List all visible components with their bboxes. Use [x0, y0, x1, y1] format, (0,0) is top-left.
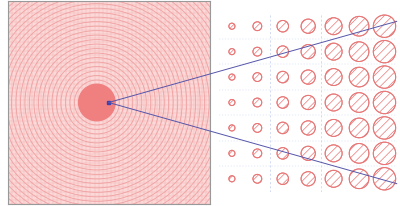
- Circle shape: [325, 120, 342, 137]
- Circle shape: [349, 17, 369, 37]
- Circle shape: [325, 171, 342, 187]
- Circle shape: [277, 173, 288, 185]
- Circle shape: [301, 96, 315, 110]
- Circle shape: [253, 48, 262, 57]
- Circle shape: [78, 85, 115, 121]
- Circle shape: [253, 23, 262, 32]
- Circle shape: [349, 144, 369, 163]
- Circle shape: [301, 121, 315, 135]
- Circle shape: [229, 151, 235, 157]
- Circle shape: [325, 19, 342, 35]
- Circle shape: [277, 47, 288, 58]
- Circle shape: [277, 72, 288, 83]
- Circle shape: [349, 93, 369, 113]
- Circle shape: [229, 49, 235, 55]
- Circle shape: [229, 100, 235, 106]
- Circle shape: [325, 44, 342, 61]
- Circle shape: [373, 168, 396, 190]
- Circle shape: [349, 68, 369, 88]
- Circle shape: [253, 73, 262, 82]
- Circle shape: [325, 145, 342, 162]
- Circle shape: [373, 117, 396, 139]
- Circle shape: [373, 41, 396, 63]
- Circle shape: [277, 97, 288, 109]
- Circle shape: [373, 92, 396, 114]
- Circle shape: [301, 45, 315, 60]
- Circle shape: [325, 69, 342, 86]
- Circle shape: [253, 99, 262, 107]
- Circle shape: [301, 71, 315, 85]
- Circle shape: [253, 149, 262, 158]
- Circle shape: [301, 20, 315, 34]
- Bar: [108, 102, 110, 104]
- Circle shape: [373, 143, 396, 165]
- Circle shape: [325, 95, 342, 111]
- Circle shape: [301, 146, 315, 161]
- Circle shape: [277, 123, 288, 134]
- Circle shape: [253, 124, 262, 133]
- Circle shape: [349, 118, 369, 138]
- Circle shape: [229, 125, 235, 131]
- Circle shape: [277, 148, 288, 159]
- Circle shape: [373, 67, 396, 89]
- Circle shape: [229, 176, 235, 182]
- Circle shape: [349, 43, 369, 62]
- Circle shape: [301, 172, 315, 186]
- Circle shape: [253, 174, 262, 183]
- Circle shape: [373, 16, 396, 38]
- Circle shape: [229, 24, 235, 30]
- Circle shape: [277, 21, 288, 33]
- Circle shape: [349, 169, 369, 189]
- Circle shape: [229, 75, 235, 81]
